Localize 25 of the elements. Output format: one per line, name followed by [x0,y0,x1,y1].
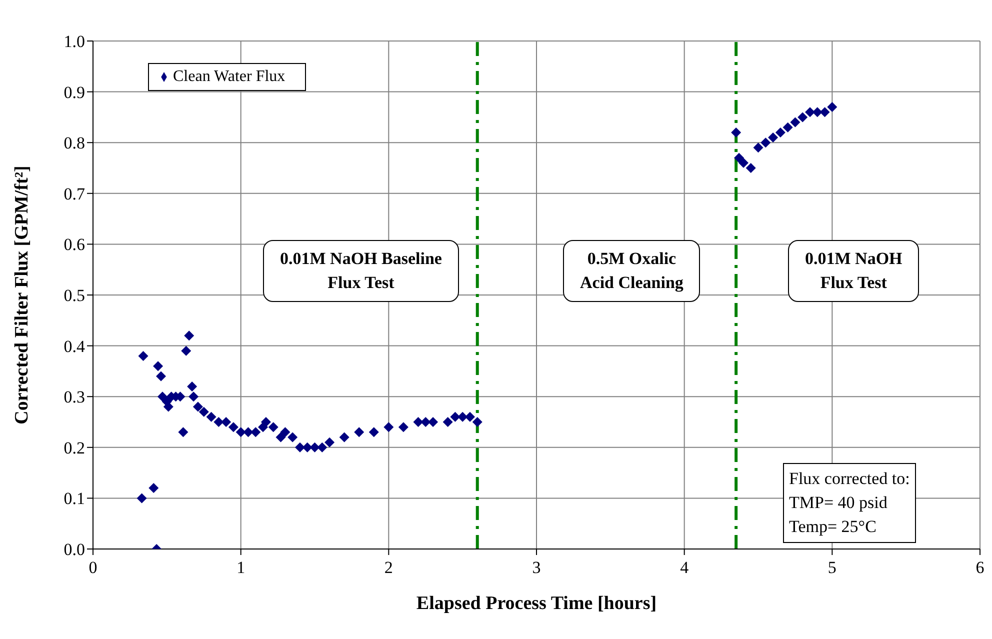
y-tick-label: 0.9 [64,82,85,102]
y-tick-label: 0.3 [64,388,85,407]
y-tick-label: 0.5 [64,286,85,306]
y-tick-label: 0.7 [64,184,86,204]
x-tick-label: 5 [828,558,836,577]
annotation: Flux corrected to: TMP= 40 psid Temp= 25°C [783,463,916,543]
annotation: 0.01M NaOH Baseline Flux Test [263,240,459,302]
y-tick-label: 0.6 [64,235,85,254]
x-tick-label: 0 [88,558,98,577]
x-tick-label: 4 [680,558,690,577]
annotation: 0.01M NaOH Flux Test [788,240,920,302]
y-tick-label: 1.0 [64,32,85,52]
x-tick-label: 1 [236,558,246,577]
y-tick-label: 0.4 [64,336,86,356]
y-tick-label: 0.8 [64,134,85,153]
x-axis-title: Elapsed Process Time [hours] [416,593,657,614]
x-tick-label: 2 [384,558,393,577]
y-tick-label: 0.1 [64,489,85,508]
y-tick-label: 0.0 [64,540,85,560]
legend-label: Clean Water Flux [173,68,286,85]
y-tick-label: 0.2 [64,438,85,458]
annotation: 0.5M Oxalic Acid Cleaning [563,240,700,302]
y-axis-title: Corrected Filter Flux [GPM/ft²] [12,166,33,424]
x-tick-label: 3 [532,558,541,577]
x-tick-label: 6 [976,558,984,577]
